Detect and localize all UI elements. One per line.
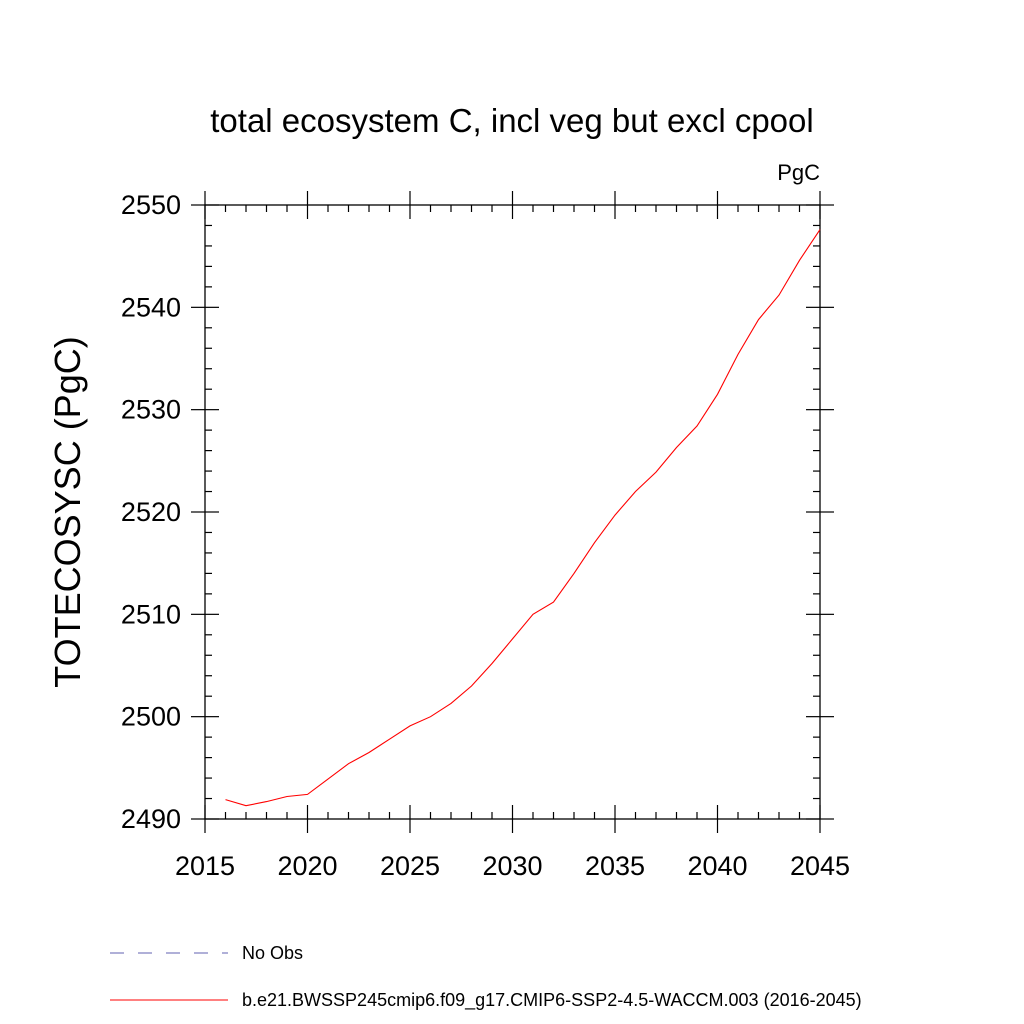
y-tick-labels: 2490 2500 2510 2520 2530 2540 2550 [121,190,181,834]
x-tick-label: 2030 [482,851,542,881]
y-tick-label: 2500 [121,702,181,732]
y-axis-label: TOTECOSYSC (PgC) [47,336,88,687]
x-tick-label: 2025 [380,851,440,881]
y-tick-label: 2550 [121,190,181,220]
x-tick-label: 2020 [277,851,337,881]
series-line [225,229,821,807]
plot-frame [204,204,821,820]
y-tick-label: 2530 [121,395,181,425]
legend-no-obs-label: No Obs [242,943,303,963]
x-tick-label: 2015 [175,851,235,881]
y-tick-label: 2540 [121,292,181,322]
legend: No Obs b.e21.BWSSP245cmip6.f09_g17.CMIP6… [110,943,862,1011]
chart-title: total ecosystem C, incl veg but excl cpo… [210,102,813,139]
x-tick-label: 2040 [687,851,747,881]
axis-ticks [191,191,834,833]
y-tick-label: 2520 [121,497,181,527]
x-tick-labels: 2015 2020 2025 2030 2035 2040 2045 [175,851,850,881]
series-group [225,229,821,807]
y-tick-label: 2510 [121,599,181,629]
x-tick-label: 2045 [790,851,850,881]
units-label: PgC [777,160,820,185]
x-tick-label: 2035 [585,851,645,881]
y-tick-label: 2490 [121,804,181,834]
legend-series-label: b.e21.BWSSP245cmip6.f09_g17.CMIP6-SSP2-4… [242,990,862,1011]
